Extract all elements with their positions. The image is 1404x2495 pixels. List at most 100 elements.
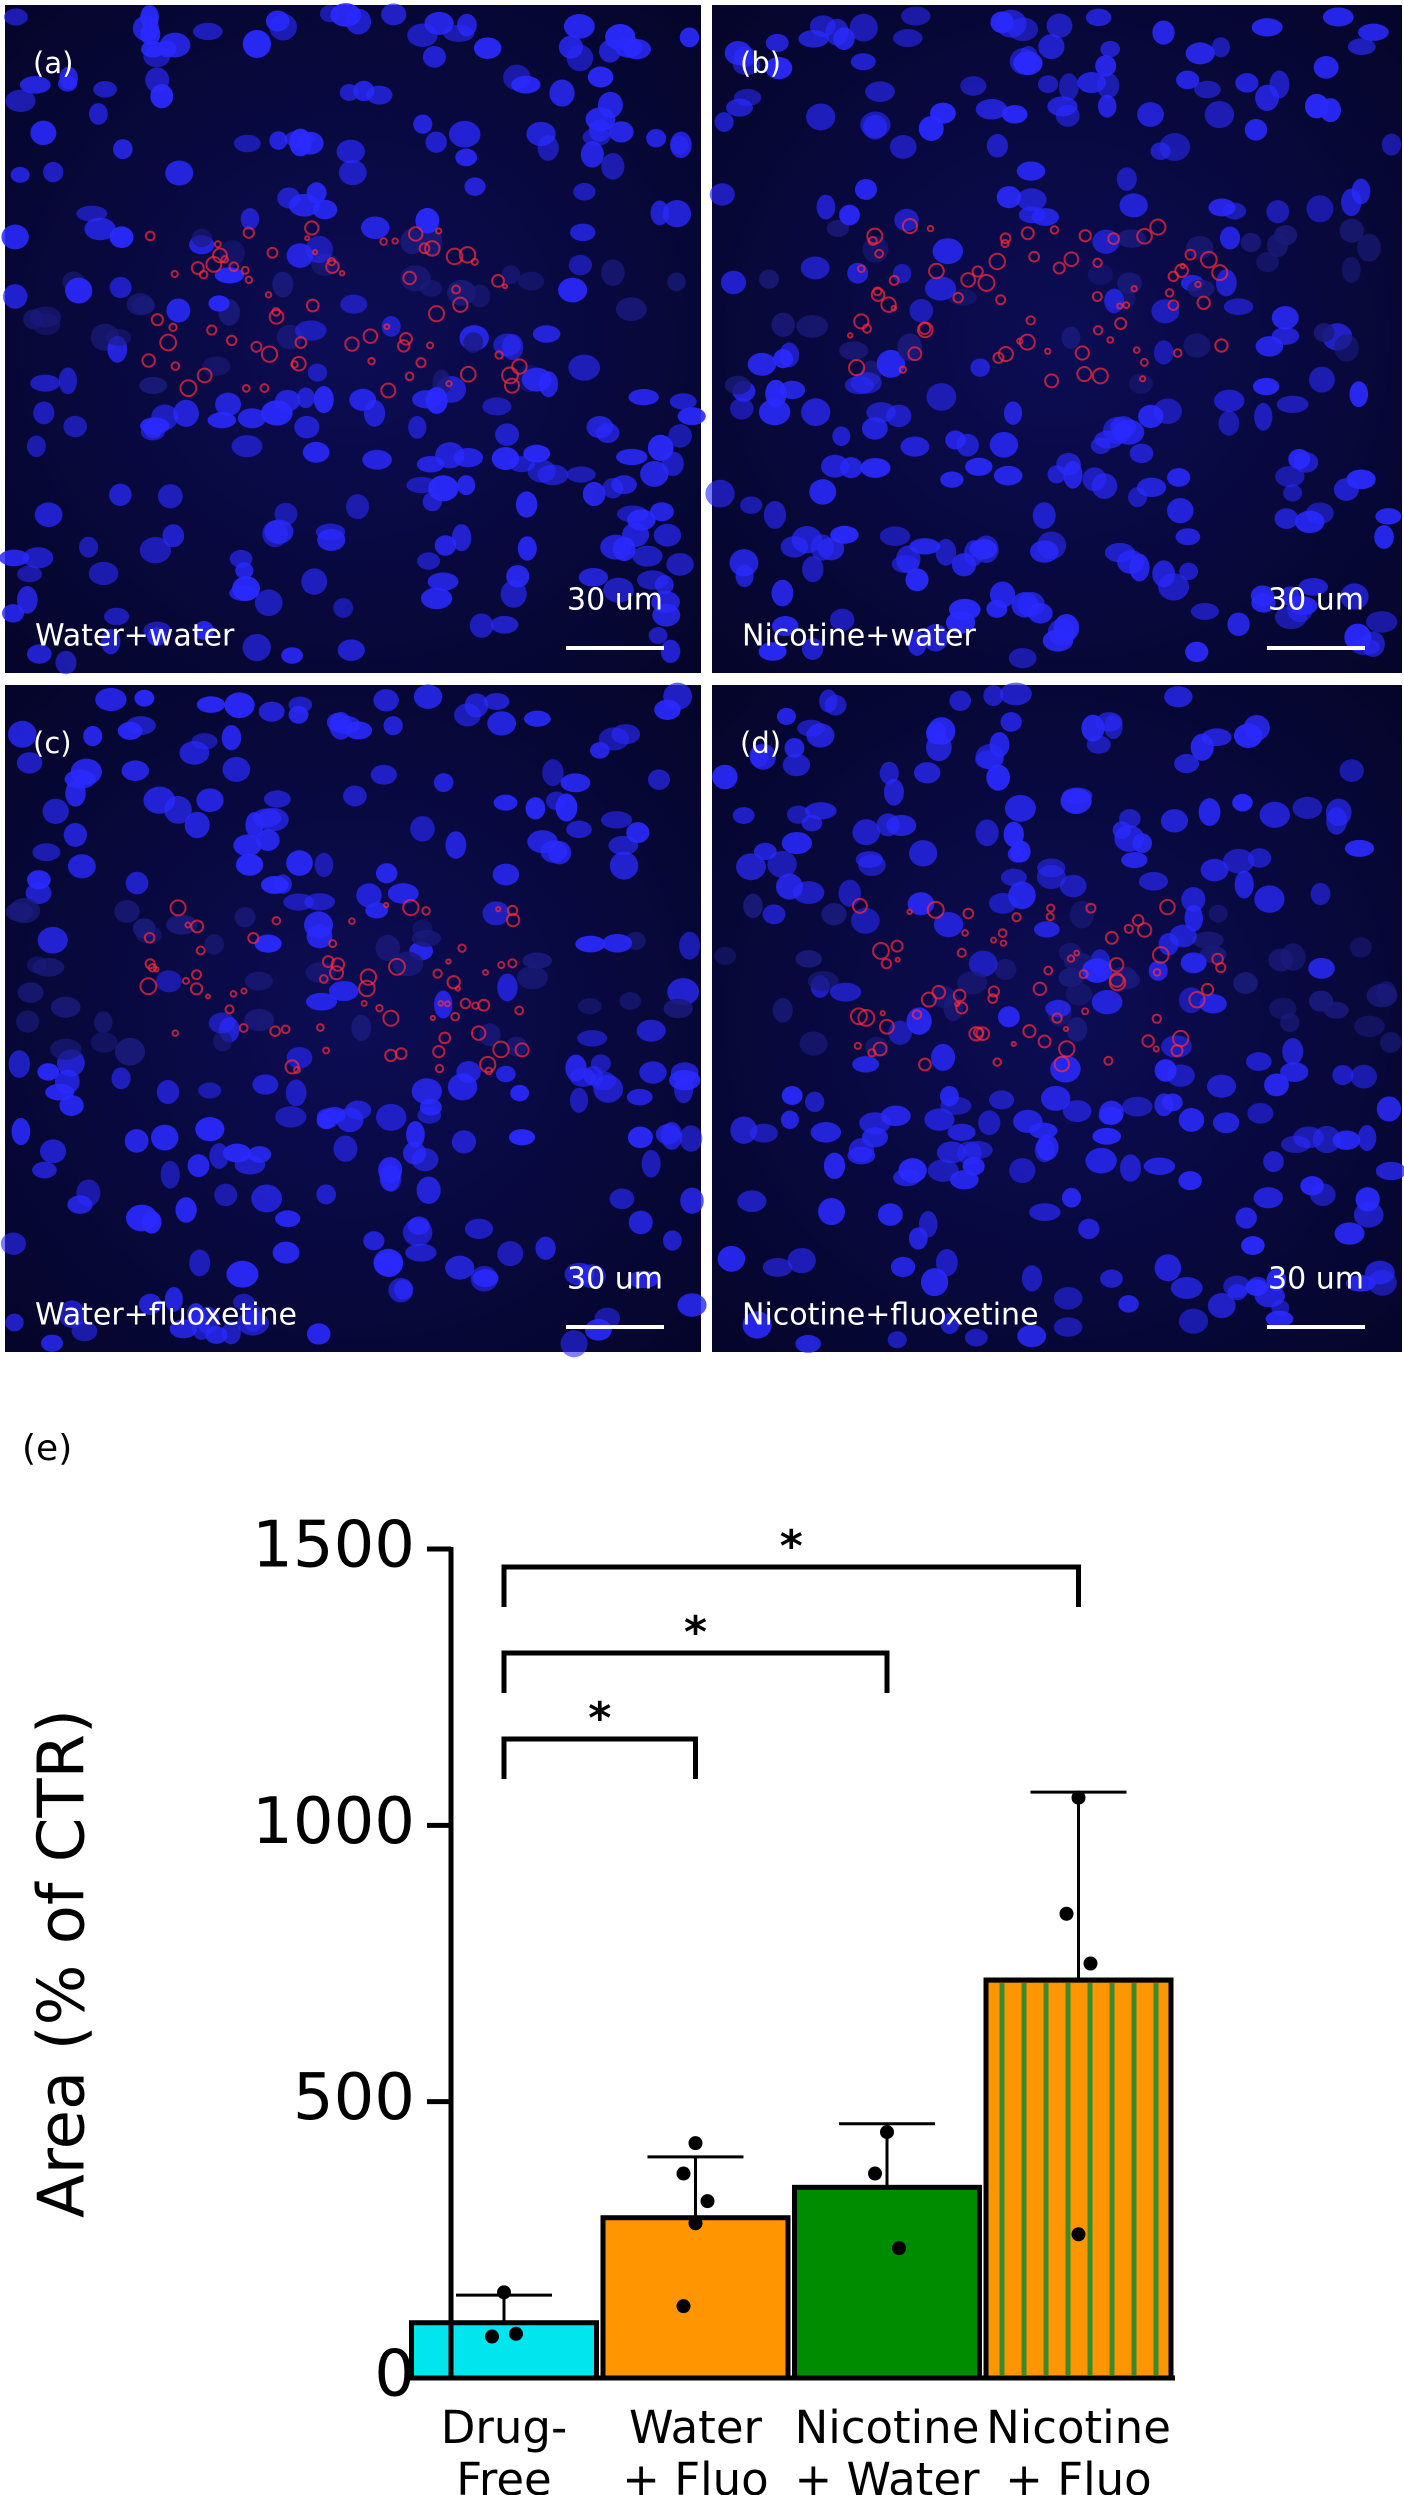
nucleus (1160, 809, 1189, 833)
nucleus (628, 1210, 653, 1235)
red-signal (240, 265, 250, 275)
nucleus (233, 834, 262, 857)
nucleus (1345, 1274, 1376, 1292)
red-signal (853, 313, 870, 330)
nucleus (1007, 845, 1028, 863)
nucleus (1306, 195, 1334, 223)
nucleus (1199, 945, 1227, 964)
red-signal (204, 993, 211, 1000)
nucleus (373, 689, 399, 712)
nucleus (1235, 73, 1259, 93)
data-point (676, 2166, 691, 2181)
nucleus (1266, 1268, 1287, 1292)
nucleus (737, 1190, 767, 1213)
nucleus (434, 535, 457, 556)
nucleus (1351, 178, 1371, 205)
red-signal (1215, 961, 1227, 974)
nucleus (495, 423, 520, 446)
nucleus (139, 376, 168, 394)
nucleus (1344, 623, 1372, 652)
nucleus (105, 328, 132, 347)
red-signal (228, 261, 240, 273)
nucleus (795, 950, 822, 968)
nucleus (1201, 728, 1232, 747)
nucleus (1037, 531, 1067, 560)
nucleus (588, 119, 611, 142)
nucleus (1033, 921, 1060, 938)
nucleus (601, 152, 625, 180)
red-signal (1131, 914, 1145, 927)
nucleus (986, 134, 1009, 158)
red-signal (1139, 357, 1149, 367)
red-signal (1139, 375, 1147, 383)
nucleus (806, 103, 836, 131)
nucleus (156, 1079, 180, 1105)
nucleus (662, 1230, 682, 1251)
nucleus (730, 1116, 758, 1144)
nucleus (791, 526, 823, 554)
nucleus (1162, 1093, 1183, 1112)
nucleus (381, 3, 407, 26)
red-signal (954, 1000, 961, 1008)
nucleus (76, 1179, 101, 1207)
nucleus (826, 219, 850, 237)
nucleus (501, 333, 524, 361)
nucleus (879, 761, 899, 785)
nucleus (1058, 968, 1084, 988)
nucleus (140, 23, 161, 46)
nucleus (50, 996, 81, 1018)
panel-letter: (a) (33, 46, 73, 80)
nucleus (30, 374, 61, 392)
nucleus (1095, 712, 1123, 732)
nucleus (214, 267, 244, 284)
nucleus (29, 306, 62, 328)
nucleus (923, 623, 949, 652)
nucleus (373, 1248, 404, 1277)
red-signal (224, 1004, 235, 1015)
red-signal (514, 1005, 525, 1016)
nucleus (920, 1268, 949, 1297)
nucleus (501, 265, 521, 284)
nucleus (283, 893, 314, 911)
nucleus (830, 608, 855, 632)
nucleus (1166, 498, 1194, 524)
nucleus (192, 22, 223, 41)
nucleus (1178, 1308, 1209, 1334)
red-signal (284, 1059, 300, 1075)
nucleus (411, 1078, 442, 1105)
nucleus (1347, 38, 1376, 56)
nucleus (968, 950, 998, 977)
nucleus (150, 83, 174, 109)
nucleus (175, 1197, 197, 1223)
red-signal (190, 919, 205, 934)
red-signal (918, 1057, 932, 1072)
nucleus (497, 1241, 524, 1267)
micrograph-panel: (b) Nicotine+water 30 um (705, 5, 1402, 673)
nucleus (508, 1129, 535, 1146)
x-tick-label: + Fluo (1005, 2453, 1151, 2495)
nucleus (16, 752, 43, 774)
nucleus (305, 992, 338, 1011)
nucleus (363, 1231, 385, 1251)
nucleus (1095, 55, 1117, 77)
micrographs: (a) Water+water 30 um (b) Nicotine+water 30 u… (0, 3, 1404, 1358)
nucleus (1117, 272, 1143, 294)
nucleus (861, 417, 888, 440)
nucleus (76, 205, 108, 222)
nucleus (1222, 202, 1247, 220)
nucleus (208, 1012, 236, 1034)
red-signal (459, 365, 477, 383)
nucleus (1194, 80, 1221, 99)
red-signal (861, 323, 872, 334)
nucleus (1366, 611, 1398, 633)
nucleus (1199, 994, 1227, 1014)
nucleus (141, 40, 165, 58)
red-signal (182, 976, 190, 985)
nucleus (1148, 960, 1168, 981)
nucleus (1341, 256, 1361, 283)
nucleus (1375, 1161, 1404, 1181)
nucleus (1056, 452, 1081, 476)
nucleus (277, 187, 301, 209)
nucleus (448, 120, 481, 148)
nucleus (838, 879, 861, 907)
